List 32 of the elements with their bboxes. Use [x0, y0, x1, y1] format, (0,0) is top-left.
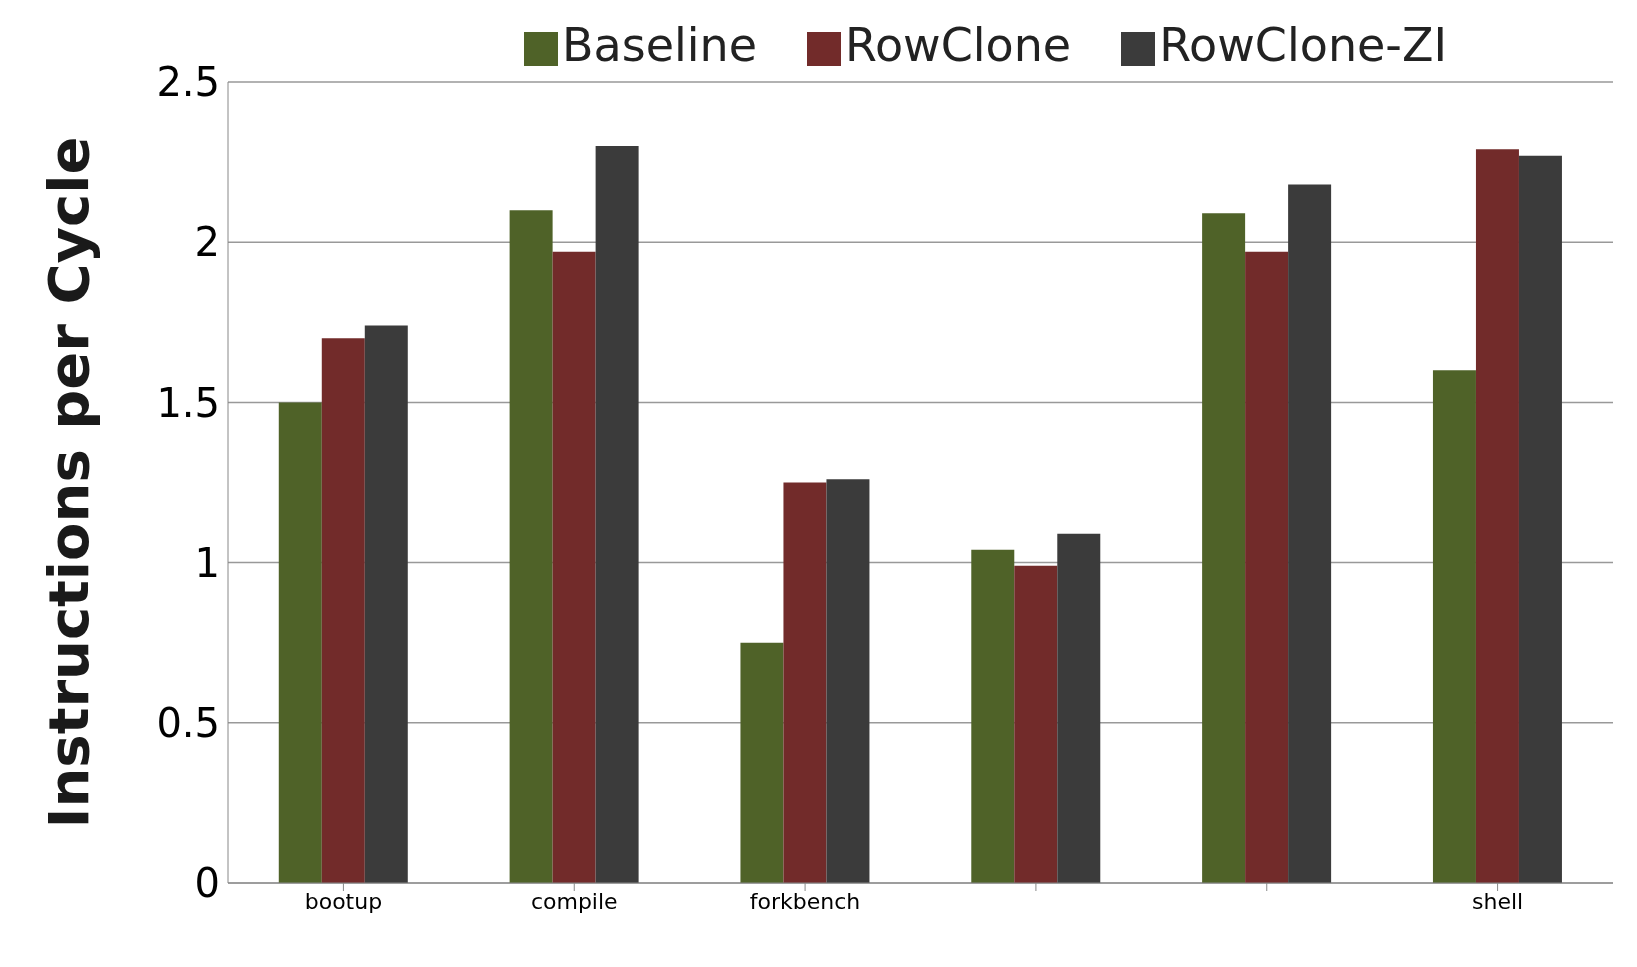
bar — [321, 338, 365, 883]
y-tick-label: 1.5 — [156, 379, 220, 426]
bar — [740, 642, 784, 883]
legend-label: RowClone — [845, 18, 1072, 72]
x-tick-label: forkbench — [749, 888, 861, 914]
bar — [364, 325, 408, 883]
bar — [971, 549, 1015, 883]
legend-label: Baseline — [561, 18, 757, 72]
bar — [1518, 155, 1562, 883]
y-tick-label: 2 — [194, 219, 220, 266]
bar — [1014, 565, 1058, 883]
y-tick-label: 0 — [194, 860, 220, 907]
bar — [1432, 370, 1476, 883]
x-tick-label: bootup — [304, 888, 383, 914]
bar — [278, 402, 322, 883]
x-tick-label: shell — [1472, 888, 1524, 914]
y-axis-title: Instructions per Cycle — [35, 136, 101, 829]
x-tick-label: compile — [530, 888, 618, 914]
y-tick-label: 1 — [194, 539, 220, 586]
bar — [1245, 251, 1289, 883]
bar — [595, 146, 639, 883]
bar — [1057, 533, 1101, 883]
bar — [552, 251, 596, 883]
y-tick-label: 2.5 — [156, 59, 220, 106]
bar — [1202, 213, 1246, 883]
bar — [783, 482, 827, 883]
legend-label: RowClone-ZI — [1159, 18, 1448, 72]
bar — [1475, 149, 1519, 883]
bar — [1288, 184, 1332, 883]
bar — [826, 479, 870, 883]
y-tick-label: 0.5 — [156, 700, 220, 746]
bar — [509, 210, 553, 883]
